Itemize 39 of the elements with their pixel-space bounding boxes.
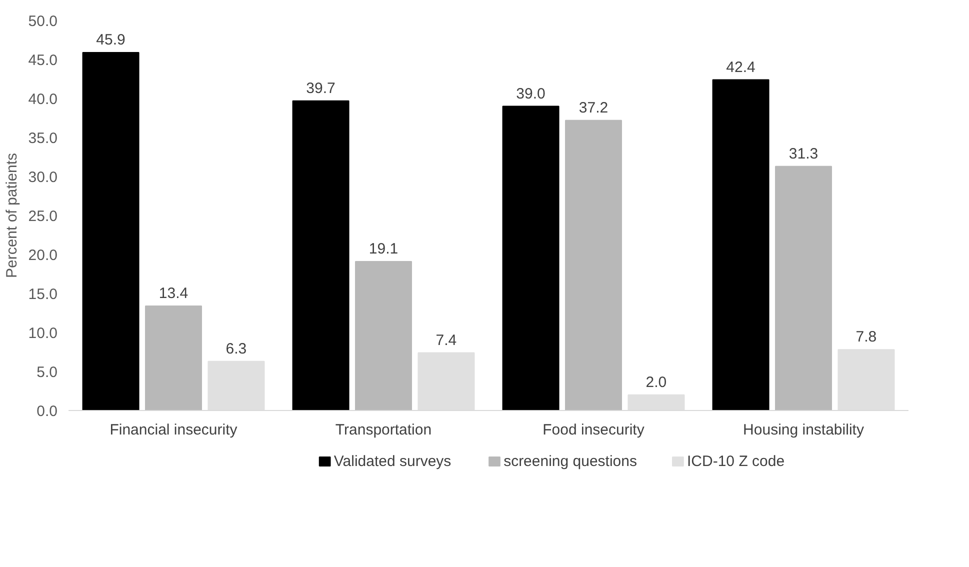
legend-label: ICD-10 Z code — [687, 453, 785, 470]
y-axis-title: Percent of patients — [3, 152, 20, 278]
x-tick-label: Financial insecurity — [110, 422, 238, 438]
data-label: 42.4 — [726, 58, 756, 76]
legend-label: Validated surveys — [334, 453, 452, 470]
y-tick-label: 5.0 — [36, 364, 58, 381]
bar — [565, 120, 622, 410]
data-label: 13.4 — [158, 284, 188, 302]
data-label: 45.9 — [96, 31, 126, 48]
data-label: 39.7 — [306, 80, 336, 97]
legend-label: screening questions — [504, 453, 637, 470]
data-label: 19.1 — [368, 240, 398, 258]
bar — [775, 166, 832, 410]
data-label: 2.0 — [646, 374, 667, 391]
y-tick-label: 25.0 — [28, 208, 58, 225]
x-tick-label: Transportation — [335, 422, 432, 438]
bar — [502, 106, 560, 410]
y-tick-label: 40.0 — [28, 91, 58, 108]
data-label: 37.2 — [578, 99, 608, 116]
data-label: 31.3 — [788, 145, 818, 162]
data-label: 6.3 — [226, 340, 247, 358]
y-tick-label: 45.0 — [28, 52, 58, 69]
y-tick-label: 20.0 — [28, 247, 58, 264]
y-tick-label: 15.0 — [28, 286, 58, 303]
data-label: 7.8 — [856, 328, 877, 346]
y-tick-label: 30.0 — [28, 169, 58, 186]
data-label: 39.0 — [516, 85, 546, 102]
y-tick-label: 35.0 — [28, 130, 58, 147]
bar — [355, 261, 412, 410]
bar — [292, 100, 350, 410]
x-tick-label: Housing instability — [743, 422, 864, 438]
data-label: 7.4 — [436, 332, 457, 349]
y-tick-label: 10.0 — [28, 325, 58, 342]
bar — [712, 79, 770, 410]
x-tick-label: Food insecurity — [542, 422, 645, 438]
bar — [145, 305, 202, 410]
y-tick-label: 0.0 — [36, 403, 58, 420]
bar — [82, 52, 140, 410]
y-tick-label: 50.0 — [28, 13, 58, 30]
